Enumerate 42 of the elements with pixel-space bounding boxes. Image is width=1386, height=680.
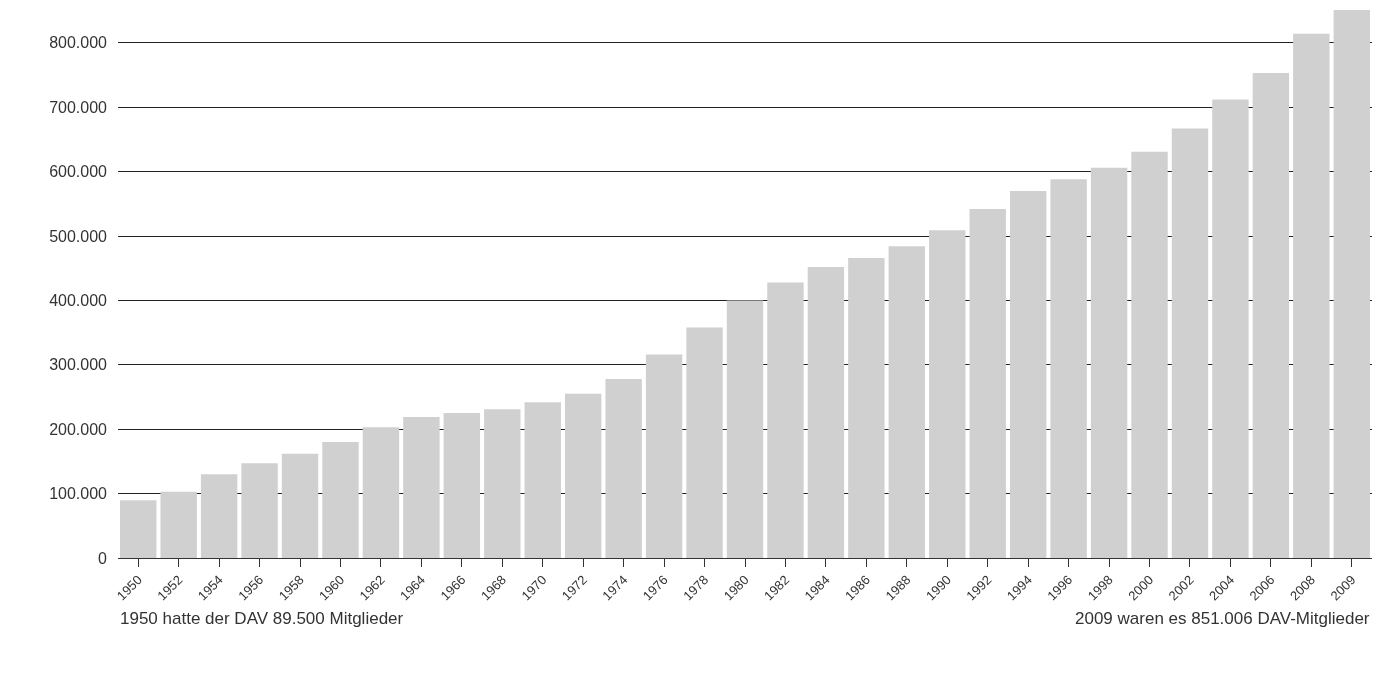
bar	[807, 266, 845, 558]
bar	[1171, 128, 1209, 558]
bar	[241, 463, 278, 558]
bar	[524, 402, 561, 558]
bar	[929, 230, 966, 558]
bar	[605, 378, 642, 558]
bar	[403, 416, 440, 558]
bar	[1252, 73, 1290, 558]
bar	[645, 354, 683, 558]
y-tick-label: 100.000	[49, 485, 108, 503]
bar	[726, 300, 764, 558]
bar	[564, 393, 602, 558]
bar	[281, 453, 319, 558]
bar	[1090, 167, 1128, 558]
bar	[160, 491, 197, 558]
bar	[1050, 179, 1087, 558]
y-tick-label: 700.000	[49, 98, 108, 116]
bar	[1212, 99, 1249, 558]
bar	[1131, 151, 1168, 558]
bar	[120, 500, 157, 558]
y-tick-label: 500.000	[49, 227, 108, 245]
bar	[484, 409, 521, 558]
bar	[969, 208, 1006, 558]
bar	[200, 474, 238, 558]
bar	[322, 442, 359, 558]
text: 2009 waren es 851.006 DAV-Mitglieder	[1075, 609, 1370, 628]
y-tick-label: 0	[98, 549, 108, 567]
bar	[443, 413, 481, 558]
y-tick-label: 800.000	[49, 34, 108, 52]
bar	[888, 246, 926, 558]
y-tick-label: 200.000	[49, 420, 108, 438]
y-tick-label: 300.000	[49, 356, 108, 374]
y-tick-label: 600.000	[49, 163, 108, 181]
bar	[362, 427, 400, 558]
y-tick-label: 400.000	[49, 292, 108, 310]
bar	[1293, 33, 1330, 558]
bar	[1333, 10, 1370, 558]
bar	[767, 282, 804, 558]
bar	[848, 257, 885, 558]
bar	[1009, 190, 1047, 558]
text: 1950 hatte der DAV 89.500 Mitglieder	[120, 609, 404, 628]
bar	[686, 327, 723, 558]
